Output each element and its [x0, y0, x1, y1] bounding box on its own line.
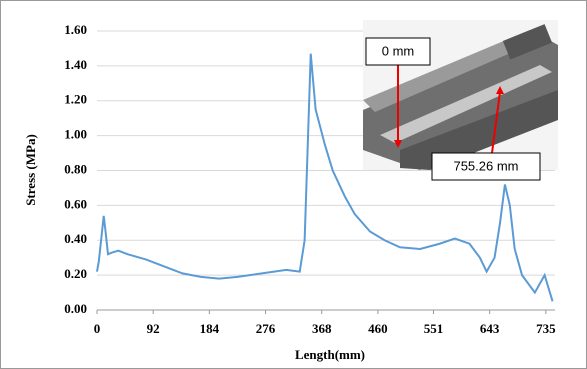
x-tick-label: 184 [200, 321, 220, 336]
chart: Length(mm) Stress (MPa) 0.00 0.20 0.40 0.60… [0, 0, 587, 369]
x-tick-label: 551 [424, 321, 444, 336]
y-tick-label: 1.60 [64, 22, 87, 37]
annotation: 0 mm [382, 43, 415, 58]
y-tick-label: 0.00 [64, 301, 87, 316]
y-tick-label: 1.00 [64, 127, 87, 142]
x-tick-label: 460 [368, 321, 388, 336]
annotation: 755.26 mm [453, 158, 518, 173]
x-tick-label: 643 [480, 321, 500, 336]
inset-image: 0 mm 755.26 mm [363, 20, 558, 180]
y-tick-label: 0.20 [64, 266, 87, 281]
y-tick-label: 1.40 [64, 57, 87, 72]
y-tick-label: 0.40 [64, 231, 87, 246]
y-tick-label: 0.80 [64, 161, 87, 176]
x-tick-label: 0 [94, 321, 101, 336]
y-tick-label: 0.60 [64, 196, 87, 211]
x-tick-label: 368 [312, 321, 332, 336]
x-tick-label: 276 [256, 321, 276, 336]
x-tick-label: 92 [147, 321, 160, 336]
y-axis-label: Stress (MPa) [23, 134, 38, 206]
y-tick-label: 1.20 [64, 92, 87, 107]
x-tick-label: 735 [536, 321, 556, 336]
x-axis-label: Length(mm) [295, 347, 365, 362]
